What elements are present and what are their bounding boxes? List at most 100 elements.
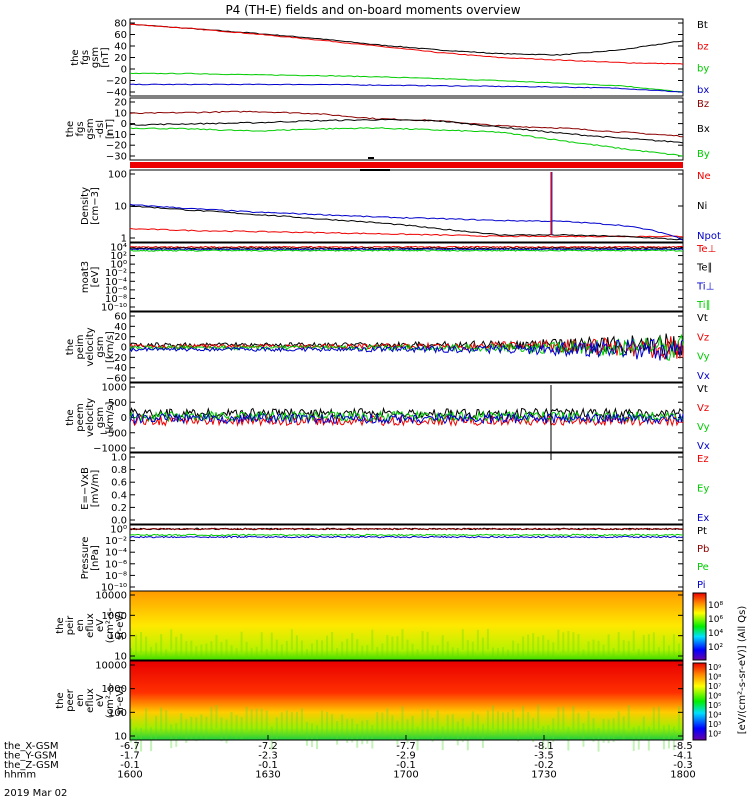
spectrogram-streak	[175, 636, 178, 658]
series-line-Npot	[129, 203, 684, 241]
ephemeris-label: the_Z-GSM	[4, 760, 59, 771]
y-tick-label: 100	[108, 170, 127, 181]
y-tick-label: 10	[114, 202, 127, 213]
y-tick-label: 1	[121, 234, 127, 245]
legend-Ex: Ex	[697, 513, 709, 524]
y-label-line: sr-eV)	[115, 611, 126, 640]
y-label-line: the	[65, 121, 76, 137]
y-tick-label: 1000	[102, 684, 127, 695]
spectrogram-streak	[466, 726, 469, 751]
spectrogram-streak	[185, 719, 188, 743]
spectrogram-streak	[436, 645, 439, 667]
spectrogram-streak	[507, 712, 510, 736]
spectrogram-streak	[502, 647, 505, 668]
spectrogram-streak	[617, 711, 620, 735]
y-axis-label: E=−VxB [mV/m]	[80, 467, 101, 510]
y-label-line: fgs	[80, 50, 91, 65]
spectrogram-streak	[351, 718, 354, 743]
spectrogram-streak	[305, 722, 308, 746]
y-tick-label: 10⁴	[110, 243, 127, 254]
legend-Te⊥: Te⊥	[696, 244, 716, 255]
y-label-line: [km/s]	[105, 401, 116, 433]
series-line-Ni	[129, 205, 684, 241]
y-label-line: the	[55, 617, 66, 633]
series-line-Ne	[129, 228, 683, 238]
y-tick-label: 10⁻⁴	[105, 548, 127, 559]
spectrogram-streak	[260, 632, 263, 653]
spectrogram-streak	[436, 710, 439, 734]
spectrogram-streak	[331, 631, 334, 653]
series-line-Pi	[129, 535, 684, 539]
legend-Bx: Bx	[697, 124, 710, 135]
spectrogram-streak	[612, 648, 615, 669]
spectrogram-streak	[602, 644, 605, 666]
spectrogram-streak	[627, 704, 630, 729]
y-tick-label: 0.4	[111, 490, 127, 501]
spectrogram-streak	[567, 726, 570, 751]
y-tick-label: 60	[114, 312, 127, 323]
spectrogram-streak	[341, 714, 344, 739]
spectrogram-streak	[441, 635, 444, 656]
ephemeris-value: -8.1	[534, 741, 554, 752]
spectrogram-streak	[215, 634, 218, 656]
y-tick-label: 10	[114, 652, 127, 663]
spectrogram-streak	[235, 715, 238, 739]
spectrogram-streak	[416, 726, 419, 751]
y-tick-label: 10⁻⁶	[105, 559, 127, 570]
legend-Pb: Pb	[697, 544, 709, 555]
spectrogram-streak	[240, 716, 243, 741]
spectrogram-streak	[250, 647, 253, 669]
ephemeris-value: -3.5	[534, 751, 554, 762]
y-tick-label: 0	[121, 65, 127, 76]
panel-frame	[129, 242, 684, 312]
y-tick-label: 10000	[95, 661, 127, 672]
y-label-line: en	[75, 619, 86, 632]
spectrogram-streak	[150, 727, 153, 752]
legend-Vz: Vz	[697, 403, 709, 414]
legend-Pt: Pt	[697, 526, 707, 537]
spectrogram-streak	[376, 646, 379, 668]
y-axis-label: the peir en eflux eV (cm²-s-sr-eV)	[55, 607, 126, 643]
y-label-line: Pressure	[80, 537, 91, 580]
y-tick-label: −20	[106, 76, 127, 87]
spectrogram-streak	[667, 724, 670, 749]
y-tick-label: −10	[106, 130, 127, 141]
spectrogram-streak	[557, 707, 560, 731]
spectrogram-streak	[421, 631, 424, 652]
spectrogram-streak	[230, 645, 233, 666]
spectrogram-streak	[451, 647, 454, 668]
spectrogram-streak	[496, 711, 499, 735]
spectrogram-streak	[300, 640, 303, 662]
spectrogram-streak	[255, 646, 258, 668]
y-tick-label: 60	[114, 30, 127, 41]
spectrogram-streak	[476, 629, 479, 651]
legend-By: By	[697, 149, 710, 160]
y-label-line: [eV]	[90, 267, 101, 288]
colorbar-tick: 10⁶	[708, 615, 723, 625]
spectrogram-streak	[155, 642, 158, 664]
spectrogram-streak	[205, 716, 208, 741]
spectrogram-streak	[421, 709, 424, 734]
spectrogram-streak	[592, 639, 595, 661]
y-label-line: [mV/m]	[90, 470, 101, 508]
ephemeris-value: -2.3	[258, 751, 278, 762]
spectrogram-streak	[667, 645, 670, 667]
y-tick-label: 10⁻¹⁰	[101, 303, 127, 314]
y-tick-label: −500	[100, 428, 127, 439]
y-axis-label: Pressure [nPa]	[80, 537, 101, 580]
spectrogram-streak	[200, 644, 203, 666]
spectrogram-streak	[215, 704, 218, 729]
spectrogram-streak	[622, 640, 625, 661]
spectrogram-streak	[381, 643, 384, 665]
spectrogram-streak	[446, 714, 449, 739]
spectrogram-streak	[572, 705, 575, 730]
y-tick-label: 10⁻⁸	[105, 571, 127, 582]
y-tick-label: 40	[114, 322, 127, 333]
spectrogram-streak	[180, 633, 183, 655]
legend-Ti⊥: Ti⊥	[696, 281, 714, 292]
spectrogram-streak	[486, 710, 489, 735]
series-line-Vx	[129, 337, 684, 361]
spectrogram-streak	[542, 726, 545, 750]
legend-Vt: Vt	[697, 313, 708, 324]
